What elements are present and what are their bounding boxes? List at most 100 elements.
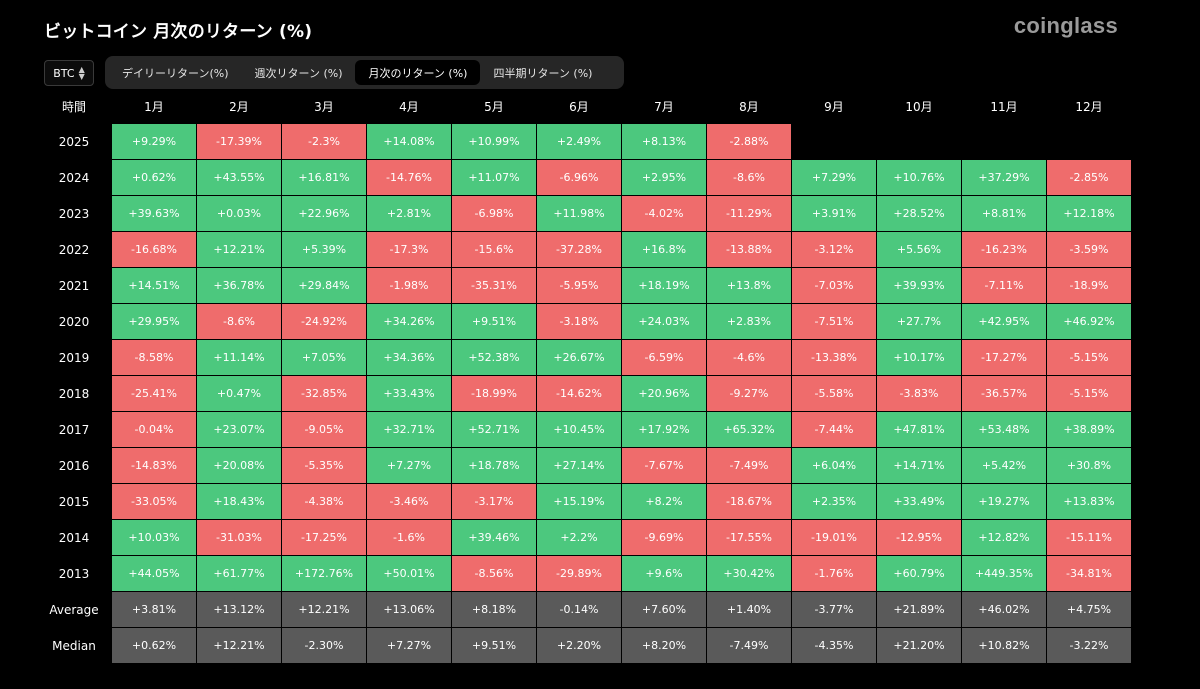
return-cell: -6.59%: [622, 340, 706, 375]
stat-cell: +0.62%: [112, 628, 196, 663]
return-cell: +18.78%: [452, 448, 536, 483]
return-cell: -6.98%: [452, 196, 536, 231]
stat-cell: -3.77%: [792, 592, 876, 627]
return-cell: +52.38%: [452, 340, 536, 375]
year-label: 2018: [58, 386, 90, 401]
stat-row: Median +0.62% +12.21% -2.30% +7.27% +9.51% +2.…: [37, 628, 1131, 663]
return-cell: -1.6%: [367, 520, 451, 555]
return-cell: -6.96%: [537, 160, 621, 195]
year-label: 2020: [58, 314, 90, 329]
return-cell: +16.8%: [622, 232, 706, 267]
stat-cell: +3.81%: [112, 592, 196, 627]
return-cell: +13.83%: [1047, 484, 1131, 519]
return-cell: -11.29%: [707, 196, 791, 231]
return-cell: +11.98%: [537, 196, 621, 231]
return-cell: -7.11%: [962, 268, 1046, 303]
return-cell: -7.51%: [792, 304, 876, 339]
return-cell: +2.83%: [707, 304, 791, 339]
return-cell: -14.83%: [112, 448, 196, 483]
return-cell: +11.07%: [452, 160, 536, 195]
return-cell: [877, 124, 961, 159]
return-cell: +30.42%: [707, 556, 791, 591]
year-label: 2025: [58, 134, 90, 149]
return-cell: +33.43%: [367, 376, 451, 411]
return-cell: +2.49%: [537, 124, 621, 159]
return-cell: +30.8%: [1047, 448, 1131, 483]
return-cell: -3.12%: [792, 232, 876, 267]
return-cell: -9.27%: [707, 376, 791, 411]
stat-cell: +8.18%: [452, 592, 536, 627]
return-cell: -36.57%: [962, 376, 1046, 411]
return-cell: +172.76%: [282, 556, 366, 591]
page-title: ビットコイン 月次のリターン (%): [44, 22, 313, 42]
return-cell: +28.52%: [877, 196, 961, 231]
return-cell: -32.85%: [282, 376, 366, 411]
return-cell: -24.92%: [282, 304, 366, 339]
return-cell: -4.02%: [622, 196, 706, 231]
return-cell: +29.84%: [282, 268, 366, 303]
stat-cell: +2.20%: [537, 628, 621, 663]
table-row: 2016 -14.83% +20.08% -5.35% +7.27% +18.78% +27…: [37, 448, 1131, 483]
time-column-header: 時間: [61, 99, 86, 114]
stat-cell: -3.22%: [1047, 628, 1131, 663]
return-cell: +50.01%: [367, 556, 451, 591]
table-row: 2025 +9.29% -17.39% -2.3% +14.08% +10.99% +2.4…: [37, 124, 1131, 159]
return-cell: -29.89%: [537, 556, 621, 591]
return-cell: -4.6%: [707, 340, 791, 375]
table-header-row: 時間 1月 2月 3月 4月 5月 6月 7月 8月 9月 10月 11月 12月: [37, 89, 1131, 123]
year-label: 2017: [58, 422, 90, 437]
return-cell: -5.15%: [1047, 340, 1131, 375]
return-cell: -14.62%: [537, 376, 621, 411]
stat-label: Median: [52, 638, 96, 653]
return-cell: +65.32%: [707, 412, 791, 447]
month-column-header: 6月: [569, 99, 589, 114]
return-cell: +32.71%: [367, 412, 451, 447]
tab-daily-returns[interactable]: デイリーリターン(%): [122, 66, 229, 80]
table-row: 2022 -16.68% +12.21% +5.39% -17.3% -15.6% -37.…: [37, 232, 1131, 267]
stat-cell: +12.21%: [282, 592, 366, 627]
return-cell: -15.6%: [452, 232, 536, 267]
return-cell: -3.59%: [1047, 232, 1131, 267]
stat-cell: +13.12%: [197, 592, 281, 627]
return-cell: +46.92%: [1047, 304, 1131, 339]
tab-monthly-returns[interactable]: 月次のリターン (%): [355, 60, 481, 85]
tab-quarterly-returns[interactable]: 四半期リターン (%): [493, 66, 593, 80]
return-cell: +16.81%: [282, 160, 366, 195]
return-cell: -13.38%: [792, 340, 876, 375]
return-cell: +5.42%: [962, 448, 1046, 483]
return-cell: +12.21%: [197, 232, 281, 267]
return-cell: -15.11%: [1047, 520, 1131, 555]
return-cell: +17.92%: [622, 412, 706, 447]
return-cell: +3.91%: [792, 196, 876, 231]
return-cell: +38.89%: [1047, 412, 1131, 447]
year-label: 2013: [58, 566, 90, 581]
return-cell: -4.38%: [282, 484, 366, 519]
return-cell: +8.13%: [622, 124, 706, 159]
return-cell: +6.04%: [792, 448, 876, 483]
stat-cell: +8.20%: [622, 628, 706, 663]
return-cell: +20.08%: [197, 448, 281, 483]
year-label: 2016: [58, 458, 90, 473]
table-row: 2023 +39.63% +0.03% +22.96% +2.81% -6.98% +11.…: [37, 196, 1131, 231]
return-cell: -5.58%: [792, 376, 876, 411]
return-cell: +24.03%: [622, 304, 706, 339]
return-cell: +9.51%: [452, 304, 536, 339]
stat-cell: -2.30%: [282, 628, 366, 663]
return-cell: +449.35%: [962, 556, 1046, 591]
stat-cell: +10.82%: [962, 628, 1046, 663]
return-cell: +0.47%: [197, 376, 281, 411]
return-cell: +11.14%: [197, 340, 281, 375]
table-row: 2017 -0.04% +23.07% -9.05% +32.71% +52.71% +10…: [37, 412, 1131, 447]
return-cell: +12.82%: [962, 520, 1046, 555]
return-cell: [1047, 124, 1131, 159]
asset-select[interactable]: BTC ▲ ▼: [44, 60, 94, 86]
stat-cell: -0.14%: [537, 592, 621, 627]
month-column-header: 3月: [314, 99, 334, 114]
tab-weekly-returns[interactable]: 週次リターン (%): [254, 66, 343, 80]
stat-cell: +1.40%: [707, 592, 791, 627]
asset-select-value: BTC: [53, 66, 75, 80]
return-cell: +14.08%: [367, 124, 451, 159]
return-cell: -1.98%: [367, 268, 451, 303]
return-cell: -3.83%: [877, 376, 961, 411]
stat-cell: +4.75%: [1047, 592, 1131, 627]
